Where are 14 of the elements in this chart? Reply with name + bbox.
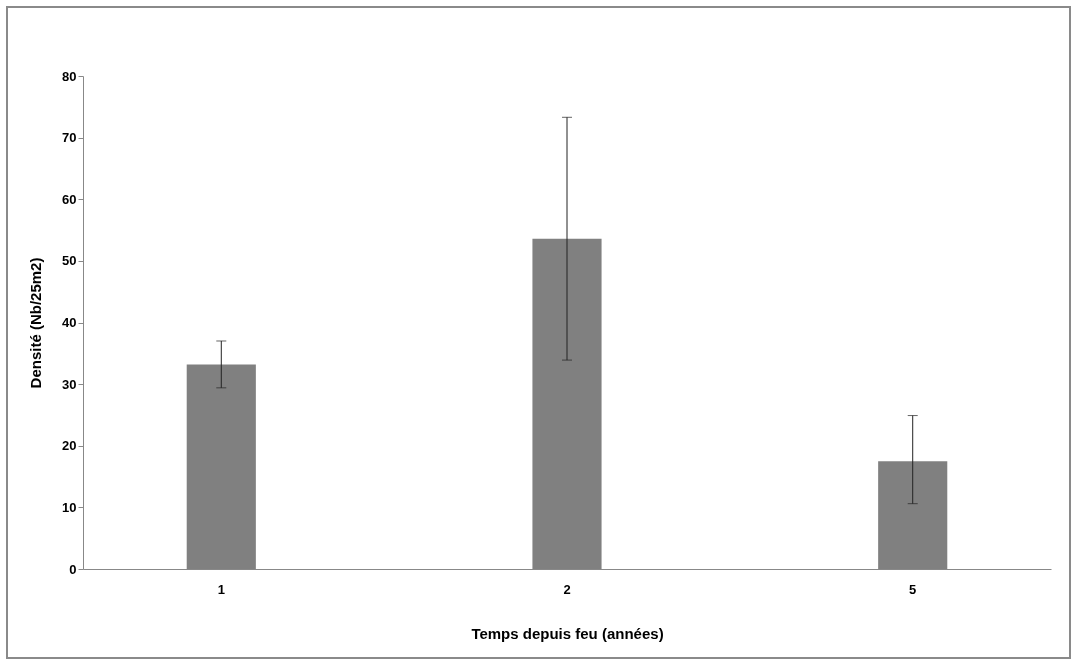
y-tick-label: 0 <box>69 561 77 577</box>
x-axis-title: Temps depuis feu (années) <box>471 624 664 642</box>
x-tick-label: 2 <box>563 581 571 597</box>
x-tick-label: 1 <box>217 581 225 597</box>
y-tick-label: 10 <box>62 499 77 515</box>
y-axis-title: Densité (Nb/25m2) <box>27 257 45 389</box>
y-tick-label: 30 <box>62 376 77 392</box>
y-tick-label: 40 <box>62 315 77 330</box>
y-tick-label: 20 <box>62 438 77 454</box>
y-tick-label: 80 <box>62 68 77 84</box>
y-tick-label: 50 <box>62 253 77 269</box>
x-tick-label: 5 <box>909 581 917 597</box>
y-tick-label: 70 <box>62 130 77 146</box>
y-tick-label: 60 <box>62 191 77 207</box>
